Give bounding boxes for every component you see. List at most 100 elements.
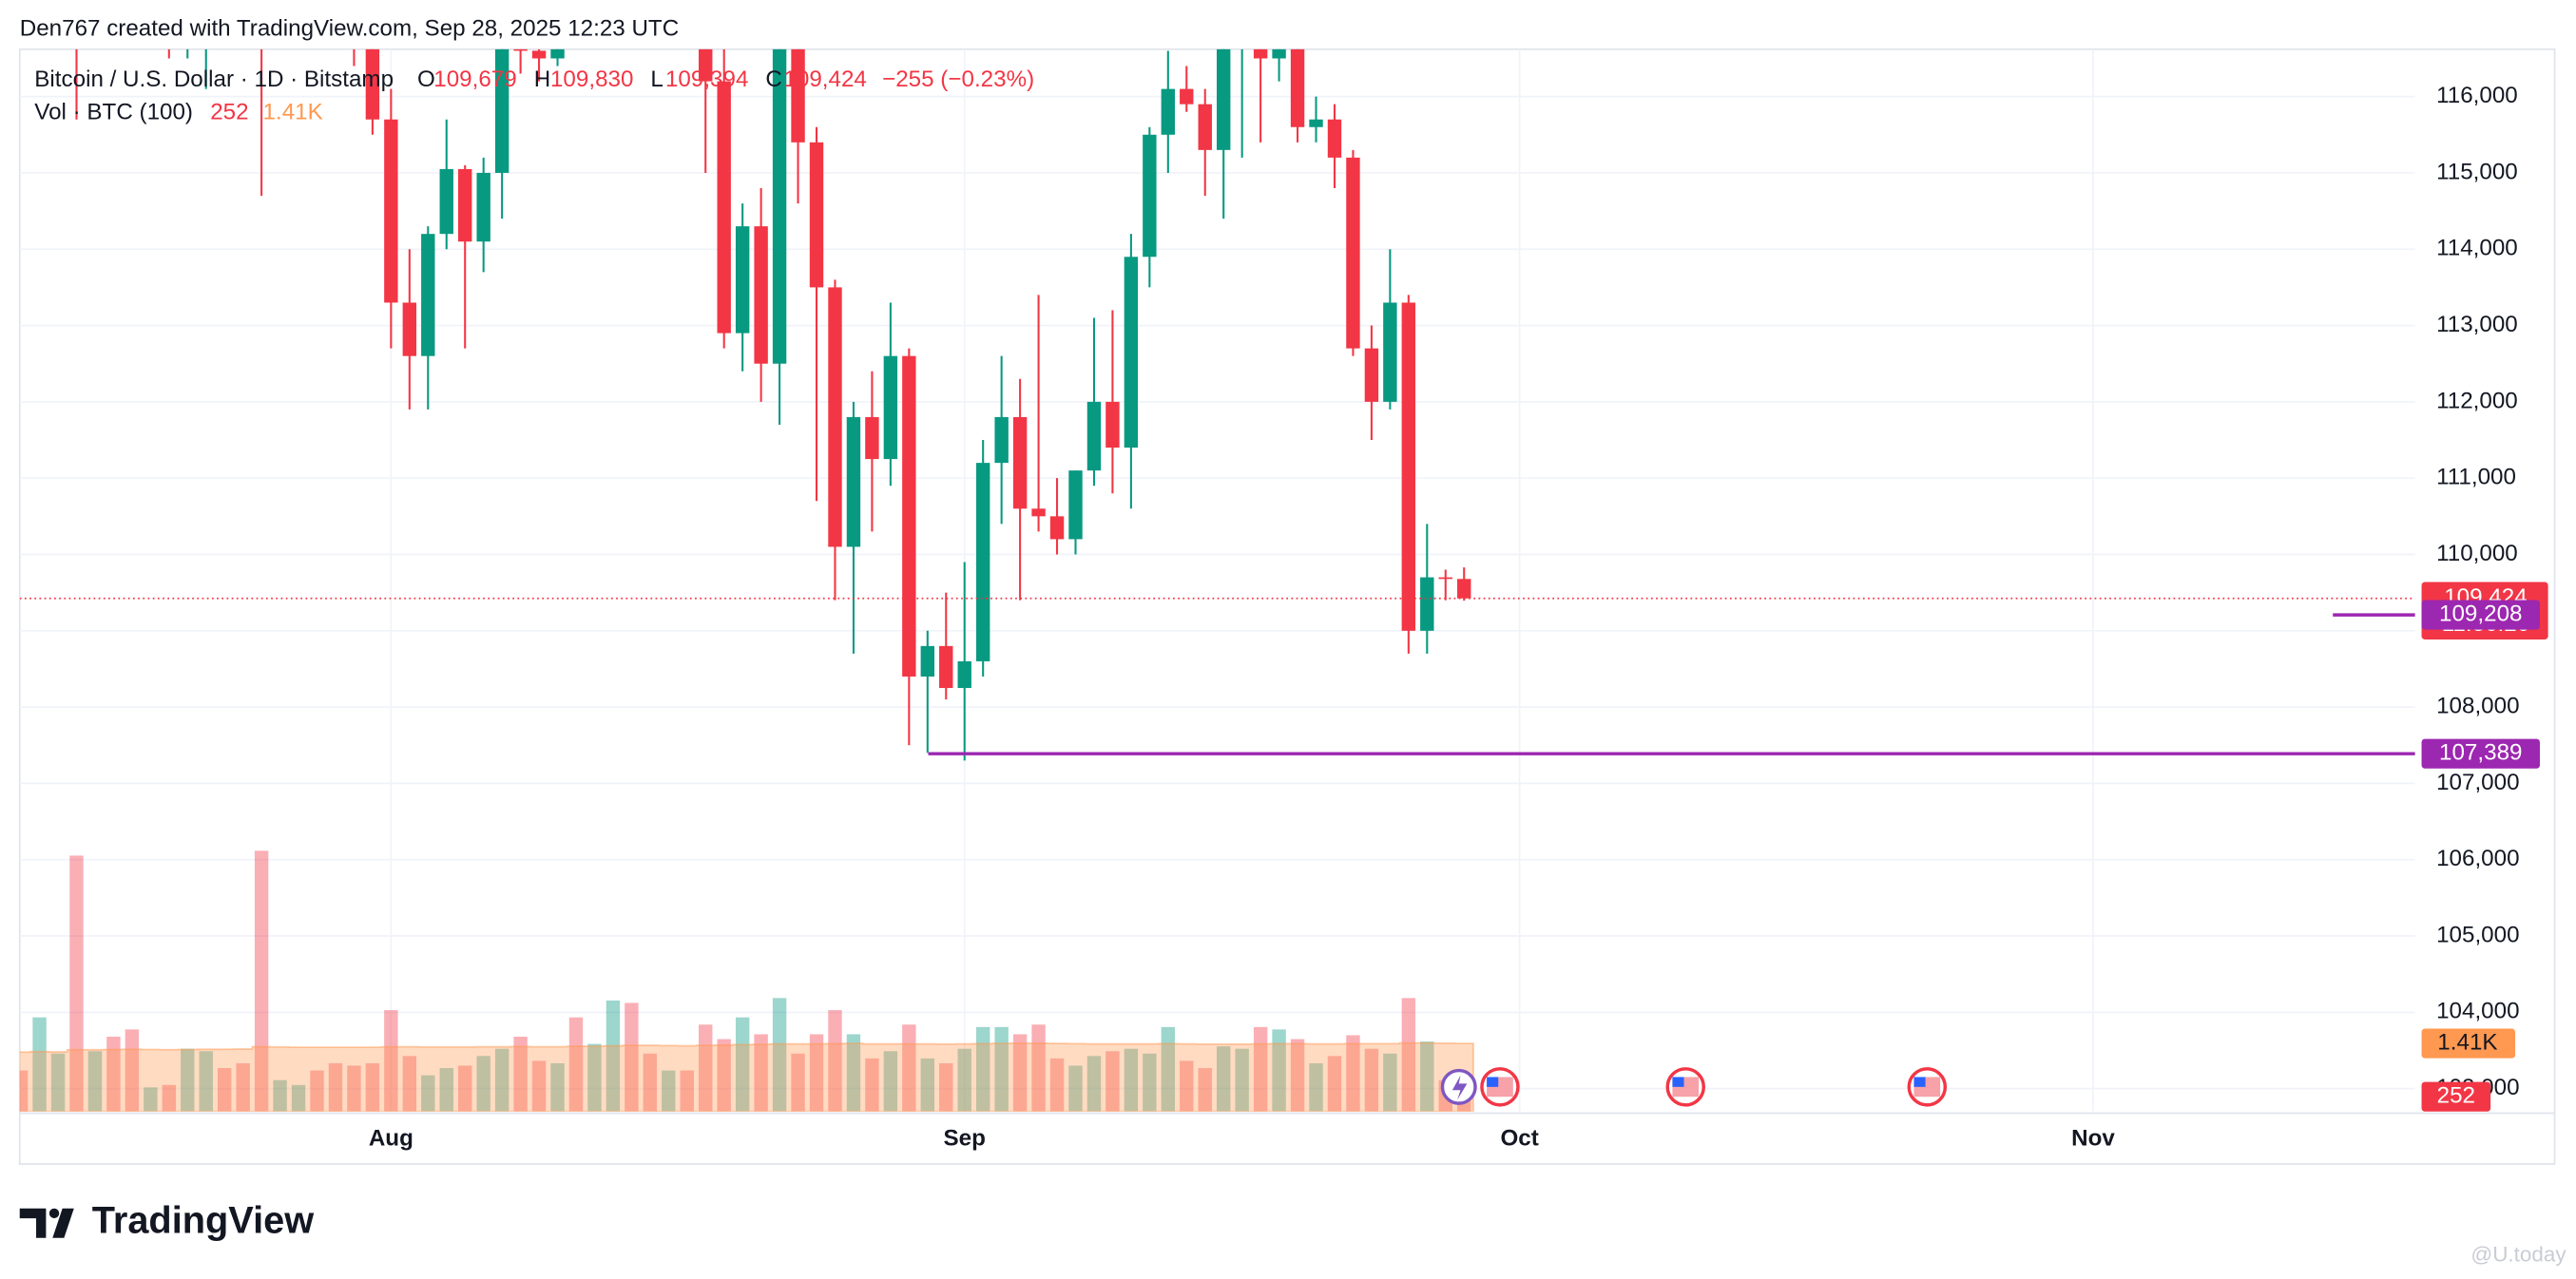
volume-bar — [902, 1024, 916, 1112]
volume-bar — [883, 1051, 898, 1112]
volume-bar — [828, 1010, 842, 1112]
y-tick-label: 106,000 — [2436, 846, 2519, 871]
volume-bar — [531, 1060, 547, 1112]
event-icons — [1440, 1067, 1948, 1107]
volume-bar — [754, 1034, 768, 1112]
candle-body — [1457, 579, 1471, 599]
candle-body — [1198, 104, 1212, 150]
volume-bar — [1086, 1056, 1102, 1112]
volume-bar — [643, 1053, 658, 1112]
volume-label-box — [2421, 1081, 2491, 1112]
volume-bar — [1143, 1053, 1157, 1112]
candle-body — [865, 416, 879, 460]
volume-bar — [975, 1026, 990, 1112]
y-tick-label: 116,000 — [2436, 83, 2518, 108]
volume-bar — [162, 1084, 177, 1112]
candle-body — [1364, 348, 1379, 402]
volume-bar — [717, 1039, 731, 1112]
volume-ma-value: 1.41K — [263, 100, 323, 125]
volume-bar — [625, 1002, 639, 1112]
candle-body — [1290, 48, 1305, 127]
y-tick-label: 107,000 — [2436, 770, 2519, 795]
volume-value: 252 — [210, 100, 248, 125]
volume-bar — [494, 1048, 509, 1112]
volume-bar — [181, 1048, 195, 1112]
candle-body — [384, 119, 398, 303]
plot-area — [19, 48, 2415, 1112]
volume-bar — [1217, 1046, 1231, 1112]
y-tick-label: 113,000 — [2436, 312, 2518, 337]
volume-bar — [1253, 1026, 1268, 1112]
candle-body — [1143, 134, 1157, 258]
candle-body — [439, 168, 453, 235]
level-label-box — [2421, 600, 2540, 630]
candle-body — [957, 660, 971, 689]
candle-body — [1383, 302, 1397, 402]
candle-body — [717, 81, 731, 334]
ohlc-value: 109,830 — [550, 67, 633, 92]
candle-body — [846, 416, 861, 547]
volume-bar — [1124, 1048, 1139, 1112]
volume-bar — [1420, 1041, 1434, 1112]
ohlc-letter: H — [534, 67, 550, 92]
y-tick-label: 105,000 — [2436, 922, 2519, 947]
y-tick-label: 115,000 — [2436, 159, 2518, 184]
x-tick-label: Aug — [369, 1126, 413, 1152]
volume-bar — [587, 1043, 602, 1112]
volume-bar — [217, 1068, 232, 1112]
volume-bar — [273, 1079, 287, 1112]
watermark: @U.today — [2470, 1243, 2566, 1267]
candle-body — [828, 287, 842, 547]
candle-body — [1105, 401, 1120, 449]
event-icon — [1451, 1075, 1468, 1100]
volume-bar — [291, 1084, 306, 1112]
x-tick-label: Oct — [1500, 1126, 1538, 1152]
volume-bar — [421, 1075, 435, 1112]
volume-bar — [865, 1058, 879, 1112]
volume-bar — [1198, 1068, 1212, 1112]
candle-body — [975, 463, 990, 661]
volume-ma-area — [19, 1041, 1474, 1112]
attribution: Den767 created with TradingView.com, Sep… — [20, 15, 679, 41]
volume-bar — [476, 1056, 490, 1112]
event-flag — [1665, 1067, 1705, 1107]
candle-body — [1049, 516, 1065, 540]
candle-body — [402, 302, 417, 356]
volume-bar — [1364, 1048, 1379, 1112]
candle-body — [1217, 48, 1231, 150]
candle-body — [1180, 88, 1194, 105]
ohlc-letter: C — [765, 67, 781, 92]
candle-body — [754, 226, 768, 364]
ohlc-value: 109,424 — [783, 67, 866, 92]
candle-body — [1031, 508, 1046, 517]
change-value: −255 (−0.23%) — [882, 67, 1034, 92]
candle-body — [1086, 401, 1102, 471]
volume-bar — [809, 1034, 824, 1112]
chart-frame — [18, 48, 2556, 1165]
candle-body — [1253, 48, 1268, 59]
candle-body — [902, 355, 916, 677]
candle-body — [1124, 257, 1139, 449]
legend: Bitcoin / U.S. Dollar · 1D · Bitstamp O … — [34, 67, 1034, 125]
volume-bar — [1105, 1051, 1120, 1112]
volume-bar — [994, 1026, 1009, 1112]
candle-body — [1012, 416, 1028, 509]
volume-ma-label-box — [2421, 1028, 2516, 1059]
candle-body — [883, 355, 898, 460]
y-tick-label: 110,000 — [2436, 541, 2518, 566]
volume-bar — [939, 1062, 953, 1112]
volume-bar — [32, 1017, 47, 1112]
volume-bar — [699, 1024, 713, 1112]
volume-bar — [1290, 1039, 1305, 1112]
ohlc-letter: L — [650, 67, 663, 92]
x-tick-label: Sep — [944, 1126, 986, 1152]
volume-bar — [920, 1058, 934, 1112]
candle-body — [1309, 119, 1323, 127]
candle-body — [994, 416, 1009, 464]
volume-bar — [1327, 1056, 1342, 1112]
volume-bar — [365, 1062, 380, 1112]
symbol-title: Bitcoin / U.S. Dollar · 1D · Bitstamp — [34, 67, 394, 92]
brand-logo: TradingView — [19, 1200, 314, 1242]
volume-ma-label: 1.41K — [2437, 1030, 2497, 1056]
ohlc-value: 109,679 — [433, 67, 516, 92]
